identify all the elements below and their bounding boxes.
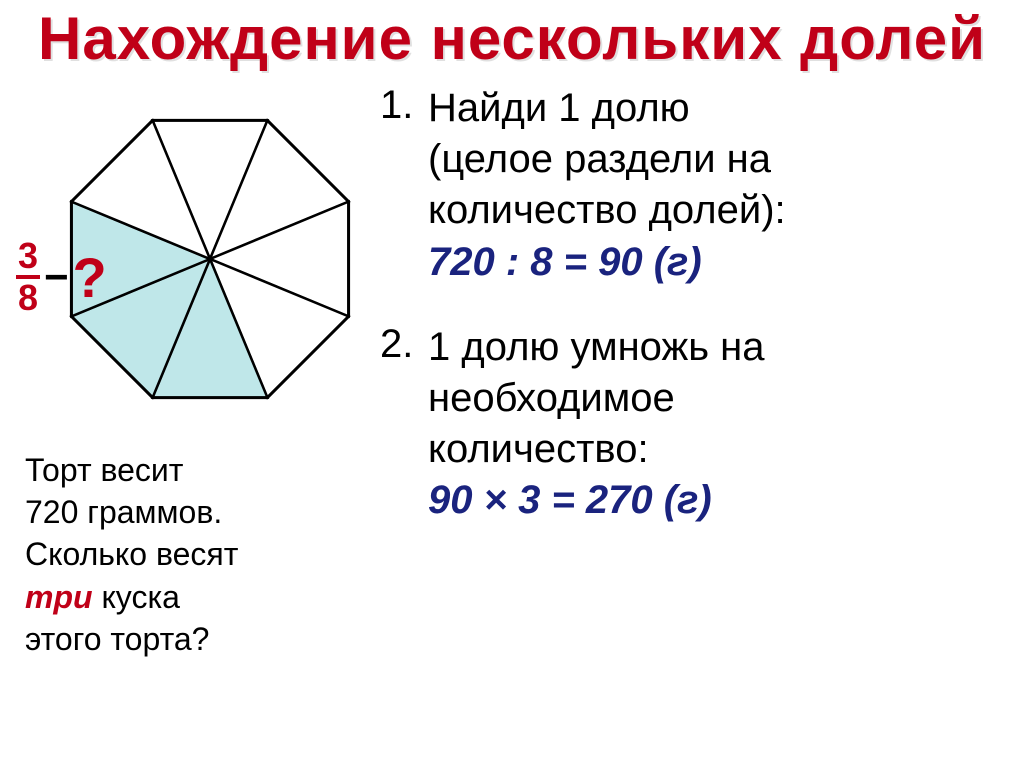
title-text: Нахождение нескольких долей (38, 5, 986, 72)
dash-icon: − (44, 253, 69, 301)
step-2-equation: 90 × 3 = 270 (г) (428, 478, 712, 522)
problem-three: три (25, 579, 93, 615)
step-1-line1: Найди 1 долю (428, 86, 690, 130)
step-2-line3: количество: (428, 427, 649, 471)
step-2-number: 2. (380, 322, 428, 527)
problem-line5: этого торта? (25, 621, 209, 657)
left-column: 3 8 − ? Торт весит 720 граммов. Сколько … (10, 83, 370, 660)
fraction-3-8: 3 8 (16, 239, 40, 315)
problem-line2: 720 граммов. (25, 494, 222, 530)
fraction-denominator: 8 (18, 281, 38, 315)
step-2-body: 1 долю умножь на необходимое количество:… (428, 322, 765, 527)
step-1: 1. Найди 1 долю (целое раздели на количе… (380, 83, 994, 288)
step-1-equation: 720 : 8 = 90 (г) (428, 240, 702, 284)
problem-line3: Сколько весят (25, 536, 238, 572)
step-1-body: Найди 1 долю (целое раздели на количеств… (428, 83, 786, 288)
octagon-diagram: 3 8 − ? (20, 89, 360, 429)
question-mark-icon: ? (73, 245, 107, 310)
page-title: Нахождение нескольких долей (0, 0, 1024, 73)
step-2-line1: 1 долю умножь на (428, 325, 765, 369)
step-1-line2: (целое раздели на (428, 137, 771, 181)
right-column: 1. Найди 1 долю (целое раздели на количе… (370, 83, 994, 660)
problem-line4: куска (93, 579, 180, 615)
fraction-numerator: 3 (18, 239, 38, 273)
content-area: 3 8 − ? Торт весит 720 граммов. Сколько … (0, 73, 1024, 660)
step-1-number: 1. (380, 83, 428, 288)
step-2-line2: необходимое (428, 376, 675, 420)
step-2: 2. 1 долю умножь на необходимое количест… (380, 322, 994, 527)
step-1-line3: количество долей): (428, 188, 786, 232)
problem-line1: Торт весит (25, 452, 183, 488)
fraction-question-label: 3 8 − ? (16, 239, 107, 315)
word-problem: Торт весит 720 граммов. Сколько весят тр… (25, 449, 355, 660)
